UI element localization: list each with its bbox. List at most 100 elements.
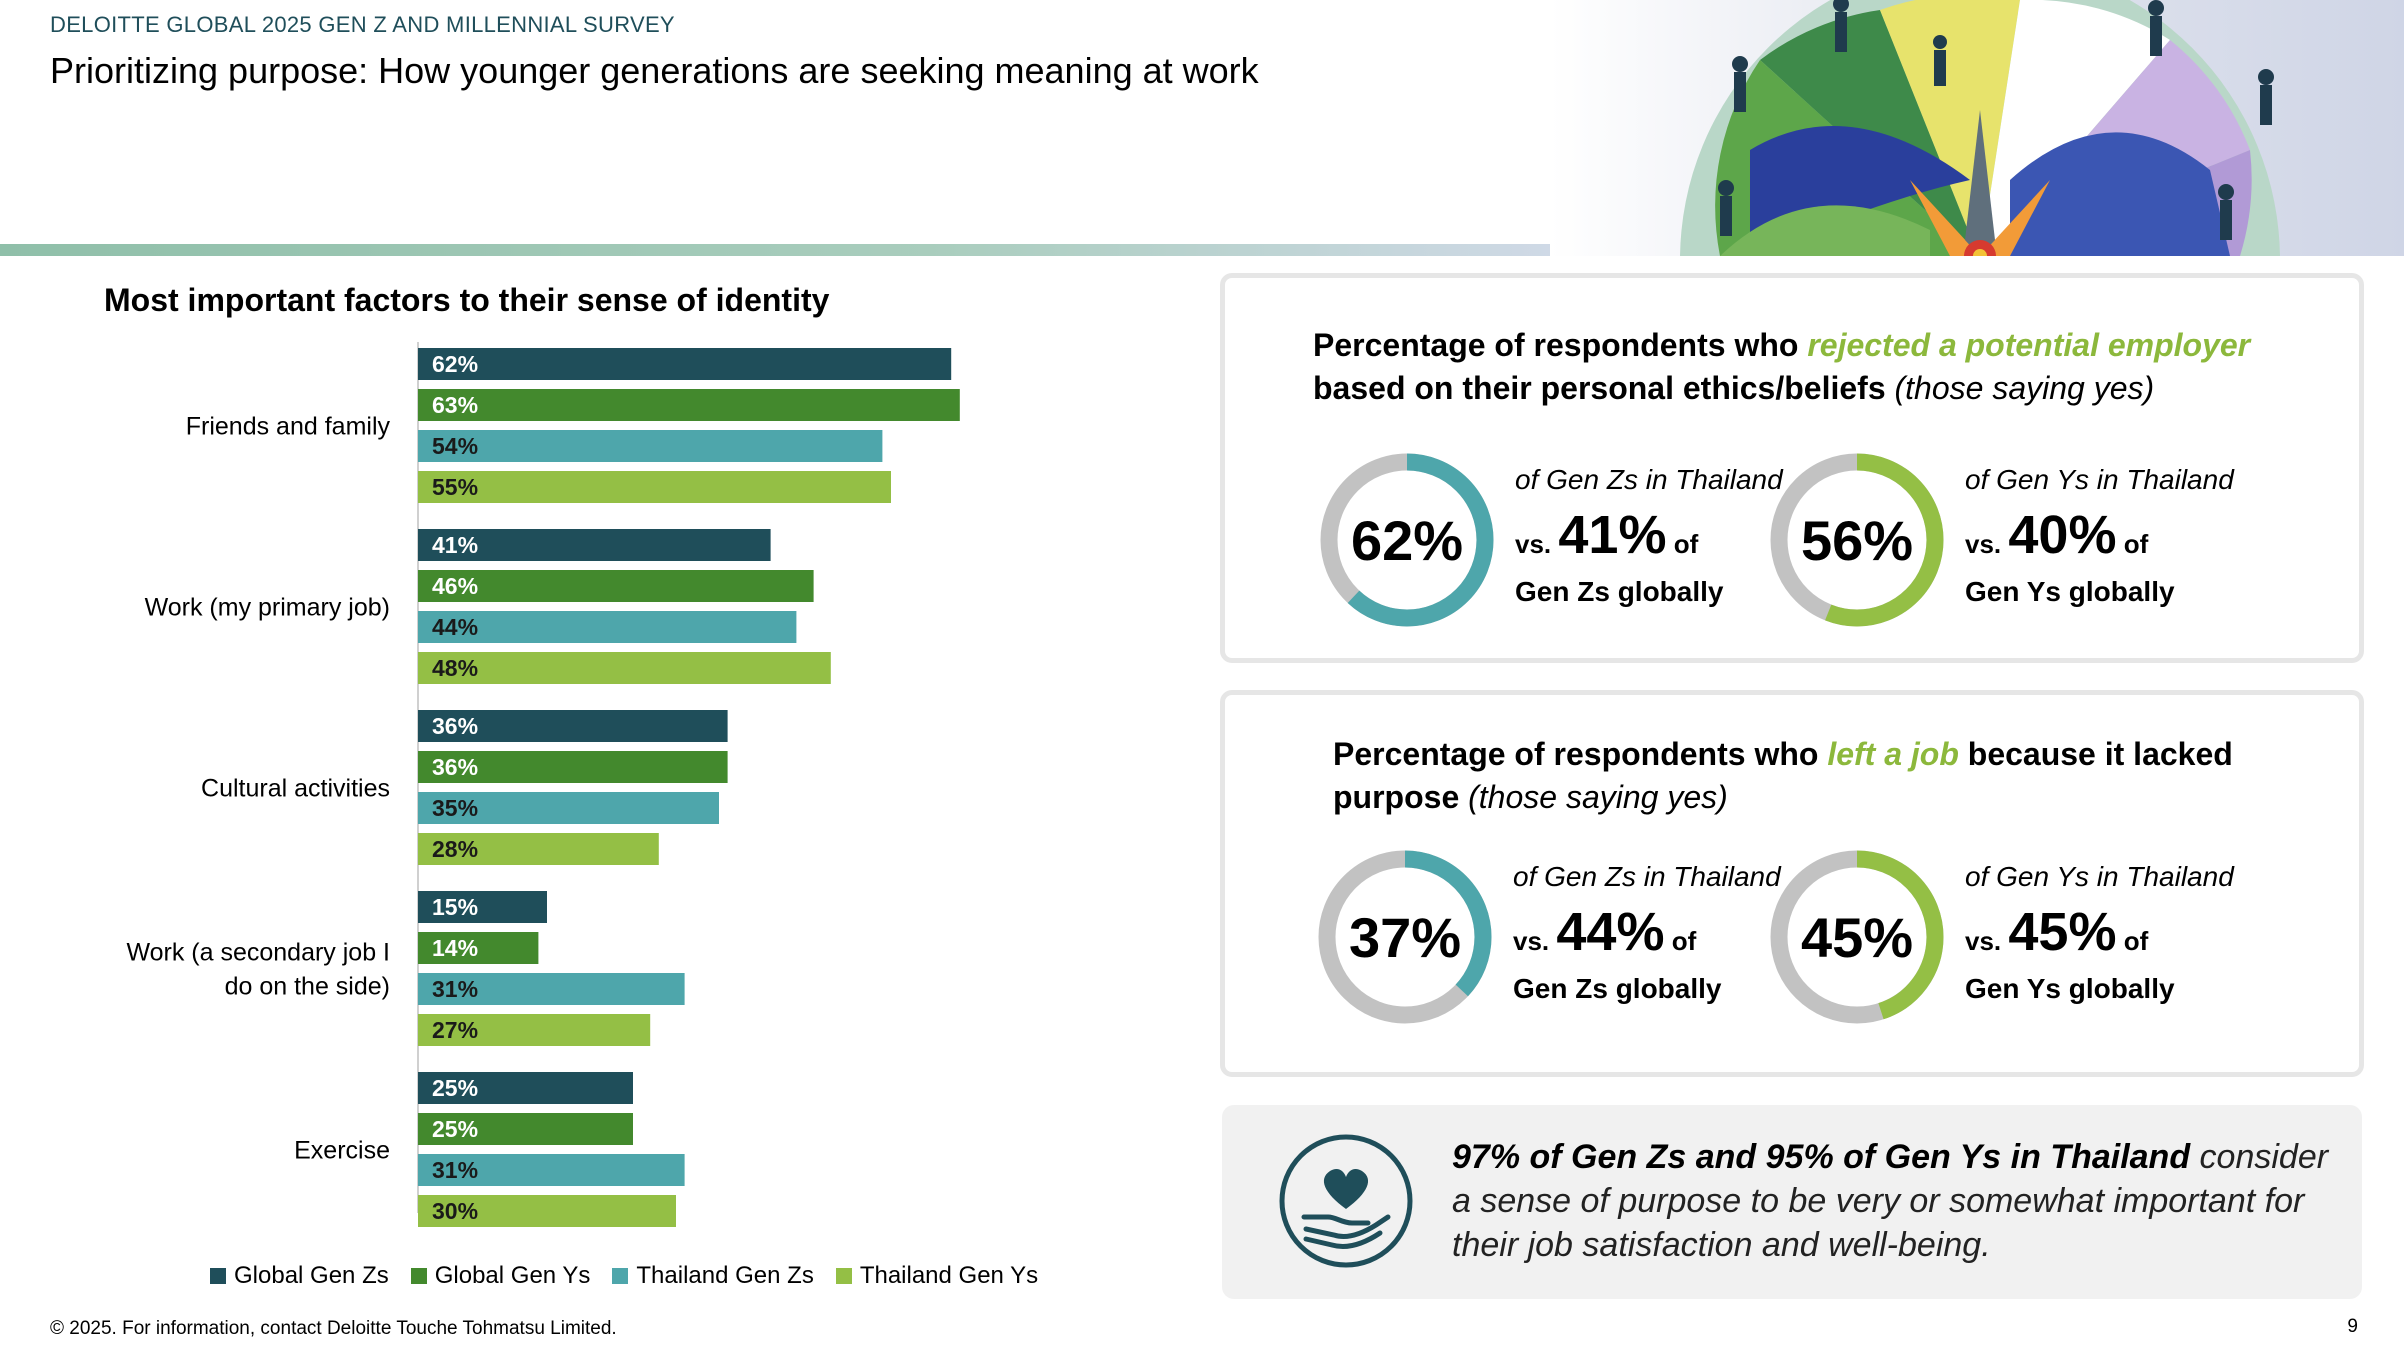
identity-factors-bar-chart: Friends and family 62% 63% 54% 55% Work (my p… xyxy=(126,342,960,1227)
donut-value: 56% xyxy=(1800,508,1914,572)
legend-item: Global Gen Ys xyxy=(410,1262,591,1290)
legend-swatch xyxy=(835,1268,852,1284)
bar-data-label: 27% xyxy=(432,1017,478,1043)
hero-illustration xyxy=(1550,0,2404,256)
donut-value: 62% xyxy=(1350,508,1464,572)
bar-data-label: 30% xyxy=(432,1198,478,1224)
bar-data-label: 62% xyxy=(432,351,478,377)
category-label: Work (a secondary job I do on the side) xyxy=(126,939,390,1001)
bar xyxy=(418,710,728,742)
category-label: Cultural activities xyxy=(201,775,390,803)
bar xyxy=(418,833,659,865)
bar-data-label: 36% xyxy=(432,754,478,780)
chart-legend: Global Gen Zs Global Gen Ys Thailand Gen Z… xyxy=(210,1262,1038,1290)
bar-data-label: 31% xyxy=(432,976,478,1002)
bar xyxy=(418,389,960,421)
bar xyxy=(418,611,797,643)
bar xyxy=(418,430,883,462)
category-label: Work (my primary job) xyxy=(145,594,390,622)
donut-fill xyxy=(1770,850,1944,1024)
stat-comparison: vs. 41% of xyxy=(1515,505,1699,565)
donut-value: 37% xyxy=(1348,905,1462,969)
stat-population: of Gen Ys in Thailand xyxy=(1965,464,2234,495)
bar xyxy=(418,1072,633,1104)
bar-data-label: 14% xyxy=(432,935,478,961)
legend-label: Global Gen Zs xyxy=(234,1262,389,1289)
donut-fill xyxy=(1770,453,1944,627)
category-label-line: Friends and family xyxy=(186,413,391,441)
bar-data-label: 31% xyxy=(432,1157,478,1183)
legend-label: Thailand Gen Ys xyxy=(859,1262,1039,1289)
callout-text: 97% of Gen Zs and 95% of Gen Ys in Thail… xyxy=(1452,1138,2329,1264)
heart-in-hand-icon xyxy=(1279,1134,1413,1268)
bar-data-label: 48% xyxy=(432,655,478,681)
rejected-gen-z-stat: 62% of Gen Zs in Thailand vs. 41% of Gen… xyxy=(1317,450,1837,635)
bar xyxy=(418,1113,633,1145)
bar xyxy=(418,471,891,503)
category-label-line: Work (my primary job) xyxy=(145,594,390,622)
rejected-gen-y-stat: 56% of Gen Ys in Thailand vs. 40% of Gen… xyxy=(1767,450,2287,635)
rejected-employer-heading: Percentage of respondents who rejected a… xyxy=(1313,327,2251,406)
bar-data-label: 36% xyxy=(432,713,478,739)
donut-ring xyxy=(1318,850,1492,1024)
legend-swatch xyxy=(410,1268,427,1284)
bar xyxy=(418,1154,685,1186)
bar-data-label: 25% xyxy=(432,1075,478,1101)
stat-comparison-group: Gen Zs globally xyxy=(1513,973,1722,1004)
category-label-line: Cultural activities xyxy=(201,775,390,803)
chart-title: Most important factors to their sense of… xyxy=(104,282,830,318)
stat-population: of Gen Ys in Thailand xyxy=(1965,861,2234,892)
left-job-gen-y-stat: 45% of Gen Ys in Thailand vs. 45% of Gen… xyxy=(1767,847,2287,1032)
page-number: 9 xyxy=(2347,1316,2358,1337)
header-divider xyxy=(0,244,1550,256)
category-label: Exercise xyxy=(294,1137,390,1165)
stat-comparison: vs. 44% of xyxy=(1513,902,1697,962)
category-label: Friends and family xyxy=(186,413,391,441)
donut-ring xyxy=(1770,850,1944,1024)
bar xyxy=(418,932,539,964)
bar xyxy=(418,1014,651,1046)
bar-data-label: 44% xyxy=(432,614,478,640)
donut-fill xyxy=(1318,850,1492,1024)
category-label-line: do on the side) xyxy=(225,973,390,1001)
bar xyxy=(418,570,814,602)
bar-data-label: 41% xyxy=(432,532,478,558)
stat-comparison: vs. 45% of xyxy=(1965,902,2149,962)
stat-comparison-group: Gen Ys globally xyxy=(1965,973,2175,1004)
bar-data-label: 54% xyxy=(432,433,478,459)
bar-data-label: 15% xyxy=(432,894,478,920)
bar-data-label: 25% xyxy=(432,1116,478,1142)
legend-item: Global Gen Zs xyxy=(210,1262,389,1290)
legend-item: Thailand Gen Zs xyxy=(612,1262,814,1290)
legend-label: Thailand Gen Zs xyxy=(636,1262,814,1289)
bar xyxy=(418,529,771,561)
legend-item: Thailand Gen Ys xyxy=(835,1262,1039,1290)
donut-fill xyxy=(1320,453,1494,627)
bar xyxy=(418,652,831,684)
legend-label: Global Gen Ys xyxy=(434,1262,591,1289)
bar xyxy=(418,891,547,923)
donut-value: 45% xyxy=(1800,905,1914,969)
left-job-gen-z-stat: 37% of Gen Zs in Thailand vs. 44% of Gen… xyxy=(1315,847,1835,1032)
purpose-importance-callout: 97% of Gen Zs and 95% of Gen Ys in Thail… xyxy=(1222,1105,2362,1299)
stat-comparison: vs. 40% of xyxy=(1965,505,2149,565)
stat-population: of Gen Zs in Thailand xyxy=(1515,464,1783,495)
page-title: Prioritizing purpose: How younger genera… xyxy=(50,50,1259,91)
legend-swatch xyxy=(612,1268,629,1284)
bar-data-label: 63% xyxy=(432,392,478,418)
stat-comparison-group: Gen Zs globally xyxy=(1515,576,1724,607)
bar xyxy=(418,792,719,824)
bar-data-label: 55% xyxy=(432,474,478,500)
category-label-line: Exercise xyxy=(294,1137,390,1165)
bar xyxy=(418,751,728,783)
bar-data-label: 28% xyxy=(432,836,478,862)
rejected-employer-panel: Percentage of respondents who rejected a… xyxy=(1220,273,2364,663)
legend-swatch xyxy=(210,1268,226,1284)
bar-data-label: 35% xyxy=(432,795,478,821)
bar xyxy=(418,348,952,380)
donut-ring xyxy=(1770,453,1944,627)
stat-population: of Gen Zs in Thailand xyxy=(1513,861,1781,892)
stat-comparison-group: Gen Ys globally xyxy=(1965,576,2175,607)
survey-label: DELOITTE GLOBAL 2025 GEN Z AND MILLENNIA… xyxy=(50,12,675,37)
bar-data-label: 46% xyxy=(432,573,478,599)
